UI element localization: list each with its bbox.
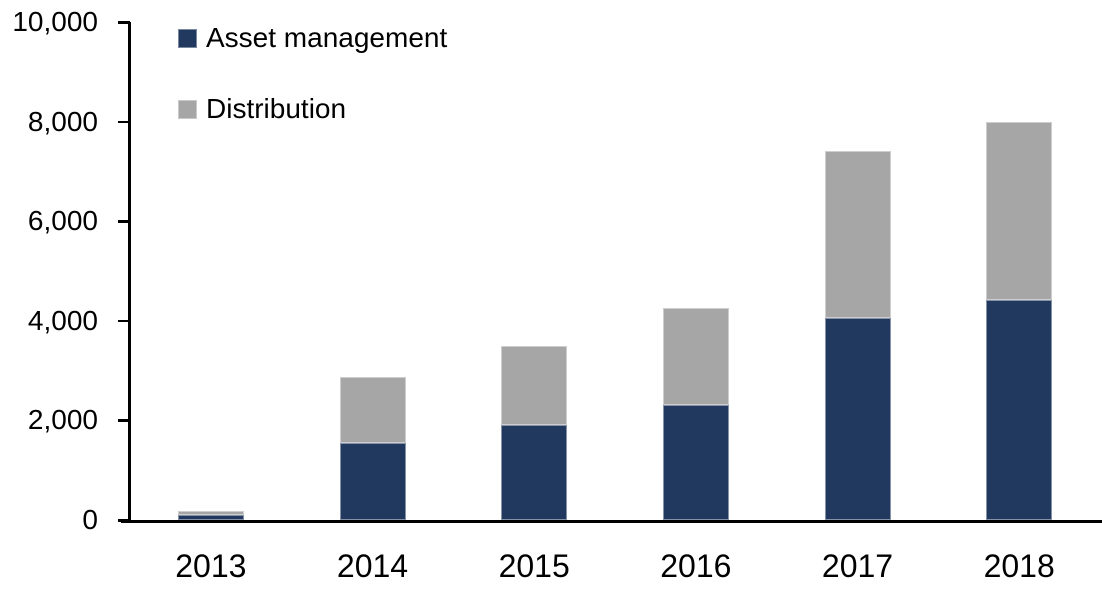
distribution-swatch-icon: [178, 99, 197, 119]
y-axis-tick-label: 0: [82, 504, 98, 535]
bar-2018-asset-management: [986, 299, 1053, 520]
x-axis-line: [121, 519, 1102, 523]
asset-management-swatch-icon: [178, 28, 197, 48]
y-axis-tick: [118, 120, 130, 124]
y-axis-tick: [118, 220, 130, 223]
x-axis-label-2016: 2016: [660, 548, 732, 584]
bar-2014-distribution: [339, 376, 406, 443]
bar-2017-asset-management: [824, 318, 891, 520]
y-axis-tick-label: 8,000: [27, 105, 98, 137]
y-axis-tick: [118, 21, 130, 24]
x-axis-label-2013: 2013: [175, 548, 247, 584]
y-axis-line: [128, 22, 131, 522]
legend-label-distribution: Distribution: [206, 93, 347, 124]
y-axis-tick-label: 4,000: [27, 304, 98, 336]
bar-2015-asset-management: [501, 425, 568, 520]
legend-label-asset-management: Asset management: [206, 22, 448, 53]
x-axis-label-2014: 2014: [336, 548, 409, 584]
y-axis-tick-label: 10,000: [12, 6, 98, 37]
bar-2018-distribution: [986, 121, 1053, 300]
bar-2013-distribution: [177, 510, 244, 515]
bar-2016-distribution: [662, 308, 729, 406]
y-axis-tick-label: 2,000: [27, 404, 98, 436]
x-axis-label-2018: 2018: [983, 548, 1055, 584]
y-axis-tick: [118, 319, 130, 323]
bar-2015-distribution: [501, 345, 568, 426]
bar-2013-asset-management: [177, 515, 244, 520]
y-axis-tick-label: 6,000: [27, 205, 98, 237]
bar-2014-asset-management: [339, 442, 406, 520]
bar-2017-distribution: [824, 151, 891, 319]
x-axis-label-2017: 2017: [821, 548, 894, 584]
x-axis-label-2015: 2015: [498, 548, 570, 584]
legend-item-asset-management: Asset management: [178, 20, 447, 56]
bar-2016-asset-management: [662, 405, 729, 520]
legend-item-distribution: Distribution: [178, 91, 346, 127]
y-axis-tick: [118, 419, 130, 422]
